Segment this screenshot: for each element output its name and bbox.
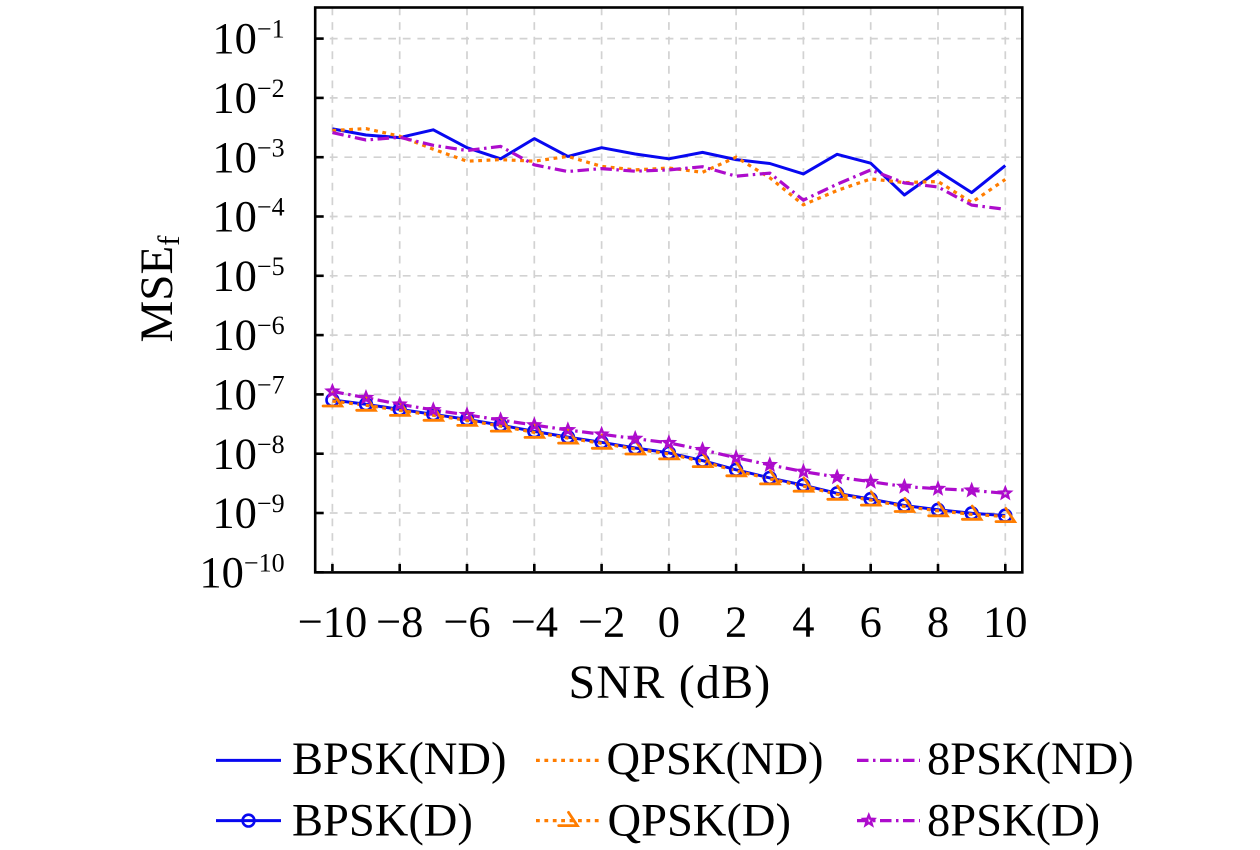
svg-text:−4: −4 [511,597,558,647]
svg-text:8PSK(D): 8PSK(D) [927,796,1100,847]
svg-text:QPSK(ND): QPSK(ND) [607,734,824,785]
svg-text:10: 10 [983,597,1028,647]
svg-text:8PSK(ND): 8PSK(ND) [927,734,1134,785]
svg-text:10−7: 10−7 [212,369,284,419]
svg-text:BPSK(D): BPSK(D) [292,796,473,847]
svg-text:−6: −6 [443,597,490,647]
svg-text:2: 2 [725,597,747,647]
svg-text:−2: −2 [578,597,625,647]
svg-text:MSEf: MSEf [131,235,186,343]
svg-text:8: 8 [927,597,949,647]
svg-text:4: 4 [792,597,814,647]
svg-text:BPSK(ND): BPSK(ND) [292,734,506,785]
svg-text:−8: −8 [376,597,423,647]
svg-text:6: 6 [860,597,882,647]
svg-text:SNR (dB): SNR (dB) [569,656,772,709]
svg-text:10−6: 10−6 [212,310,284,360]
svg-text:0: 0 [658,597,680,647]
svg-text:−10: −10 [298,597,368,647]
svg-text:QPSK(D): QPSK(D) [608,796,791,847]
